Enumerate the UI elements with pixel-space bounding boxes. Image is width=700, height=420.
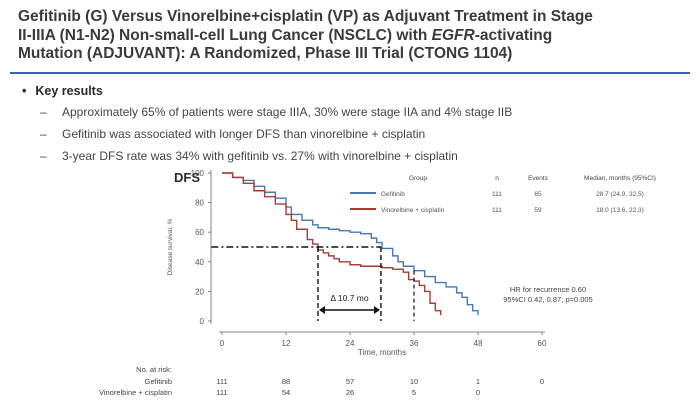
y-tick-label: 60 (195, 228, 204, 237)
risk-count: 54 (282, 388, 290, 397)
y-tick-label: 20 (195, 287, 204, 296)
delta-arrowhead-left (319, 306, 325, 314)
risk-count: 0 (540, 377, 544, 386)
legend-name: Gefitinib (381, 191, 405, 198)
delta-arrowhead-right (373, 306, 380, 314)
risk-row-label: Vinorelbine + cisplatin (99, 388, 172, 397)
title-line-2-post: -activating (474, 26, 553, 44)
y-tick-label: 40 (195, 258, 204, 267)
legend-name: Vinorelbine + cisplatin (381, 207, 445, 214)
hr-line-2: 95%CI 0.42, 0.87; p=0.005 (503, 295, 592, 304)
y-tick-label: 100 (191, 169, 205, 178)
legend-events: 59 (534, 207, 542, 214)
title-divider (10, 72, 690, 74)
y-tick-label: 0 (200, 317, 205, 326)
slide-title: Gefitinib (G) Versus Vinorelbine+cisplat… (18, 8, 678, 64)
x-tick-label: 36 (410, 339, 419, 348)
title-line-2-pre: II-IIIA (N1-N2) Non-small-cell Lung Canc… (18, 26, 432, 44)
title-line-2: II-IIIA (N1-N2) Non-small-cell Lung Canc… (18, 27, 678, 46)
legend-header-group: Group (409, 175, 427, 182)
bullet-text-3: 3-year DFS rate was 34% with gefitinib v… (62, 149, 458, 163)
bullet-item-1: – Approximately 65% of patients were stag… (40, 105, 512, 119)
risk-count: 111 (216, 388, 227, 397)
bullet-text-2: Gefitinib was associated with longer DFS… (62, 127, 426, 141)
x-tick-label: 0 (220, 339, 225, 348)
title-line-2-em: EGFR (431, 26, 475, 44)
key-results-heading: • Key results (22, 84, 103, 98)
x-tick-label: 48 (474, 339, 483, 348)
legend-n: 111 (492, 191, 502, 198)
chart-label: DFS (174, 170, 200, 185)
risk-count: 10 (410, 377, 418, 386)
title-line-3: Mutation (ADJUVANT): A Randomized, Phase… (18, 45, 513, 62)
risk-table-heading: No. at risk: (136, 365, 172, 374)
x-axis-label: Time, months (358, 348, 406, 357)
risk-count: 1 (476, 377, 480, 386)
bullet-dash: – (40, 149, 47, 163)
legend-header-median: Median, months (95%CI) (584, 175, 656, 182)
bullet-dash: – (40, 127, 47, 141)
bullet-text-1: Approximately 65% of patients were stage… (62, 105, 513, 119)
y-axis-label: Disease survival, % (167, 218, 174, 275)
legend-header-events: Events (528, 175, 549, 182)
risk-row-label: Gefitinib (144, 377, 172, 386)
legend-median: 18.0 (13.6, 22.3) (596, 207, 644, 214)
legend-median: 28.7 (24.9, 32.5) (596, 191, 644, 198)
legend-events: 65 (534, 191, 542, 198)
x-tick-label: 60 (538, 339, 547, 348)
risk-count: 5 (412, 388, 416, 397)
series-line-vinorelbine-cisplatin (222, 172, 442, 316)
risk-count: 88 (282, 377, 290, 386)
title-line-1: Gefitinib (G) Versus Vinorelbine+cisplat… (18, 8, 593, 25)
key-results-label: Key results (35, 84, 103, 98)
legend-header-n: n (495, 175, 499, 182)
bullet-item-3: – 3-year DFS rate was 34% with gefitinib … (40, 149, 458, 163)
risk-count: 57 (346, 377, 354, 386)
delta-label: Δ 10.7 mo (330, 293, 369, 303)
bullet-dot: • (22, 84, 27, 98)
hr-line-1: HR for recurrence 0.60 (510, 285, 586, 294)
x-tick-label: 12 (282, 339, 291, 348)
bullet-item-2: – Gefitinib was associated with longer DF… (40, 127, 425, 141)
risk-count: 0 (476, 388, 480, 397)
bullet-dash: – (40, 105, 47, 119)
x-tick-label: 24 (346, 339, 355, 348)
risk-count: 26 (346, 388, 354, 397)
risk-count: 111 (216, 377, 227, 386)
legend-n: 111 (492, 207, 502, 214)
y-tick-label: 80 (195, 199, 204, 208)
